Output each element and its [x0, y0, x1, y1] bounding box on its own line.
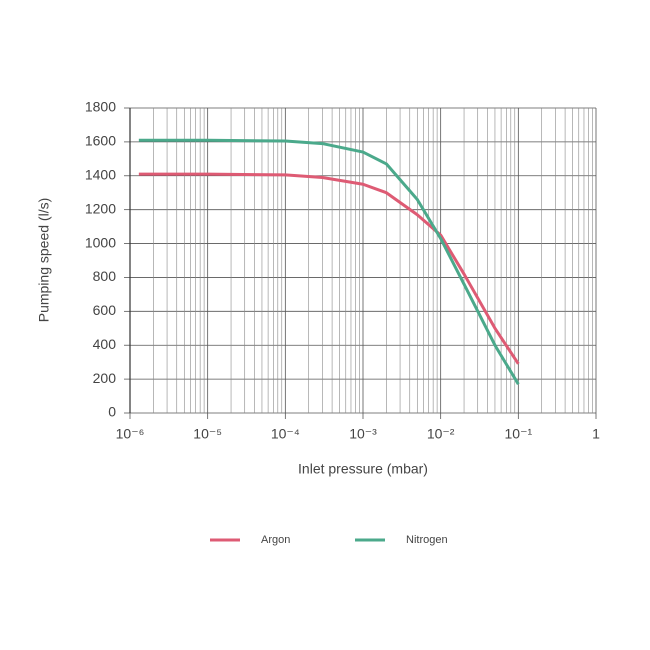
legend-label: Argon — [261, 534, 290, 546]
x-tick-label: 10⁻⁵ — [193, 426, 222, 442]
x-axis-label: Inlet pressure (mbar) — [298, 461, 428, 477]
y-tick-label: 1000 — [85, 234, 116, 250]
y-tick-label: 200 — [93, 370, 117, 386]
y-tick-label: 1200 — [85, 200, 116, 216]
x-tick-label: 10⁻¹ — [505, 426, 533, 442]
x-tick-label: 1 — [592, 426, 600, 442]
y-tick-label: 1600 — [85, 133, 116, 149]
y-tick-label: 400 — [93, 336, 117, 352]
series-line — [138, 172, 520, 365]
y-tick-label: 600 — [93, 302, 117, 318]
x-tick-label: 10⁻³ — [349, 426, 377, 442]
y-axis-label: Pumping speed (l/s) — [36, 198, 52, 323]
legend-label: Nitrogen — [406, 534, 448, 546]
x-tick-label: 10⁻⁴ — [271, 426, 300, 442]
series-line — [138, 138, 520, 385]
x-tick-label: 10⁻² — [427, 426, 455, 442]
y-tick-label: 0 — [108, 404, 116, 420]
y-tick-label: 1400 — [85, 166, 116, 182]
y-tick-label: 1800 — [85, 99, 116, 115]
x-tick-label: 10⁻⁶ — [116, 426, 145, 442]
y-tick-label: 800 — [93, 268, 117, 284]
